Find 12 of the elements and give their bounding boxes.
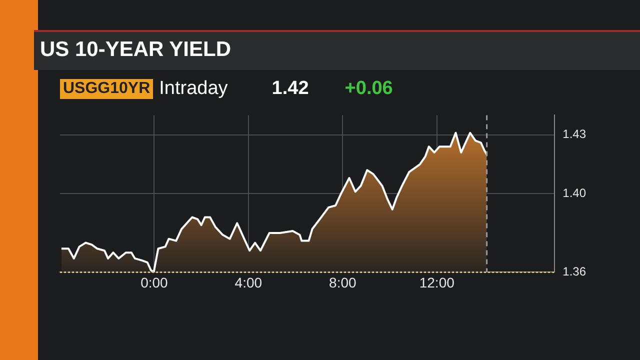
chart-title: US 10-YEAR YIELD: [40, 38, 231, 62]
y-tick-label: 1.43: [562, 127, 586, 142]
x-tick-label: 12:00: [419, 274, 455, 290]
y-tick-label: 1.40: [562, 186, 586, 200]
y-tick-label: 1.36: [562, 264, 586, 279]
x-tick-label: 4:00: [234, 274, 262, 290]
text: 1.42: [272, 78, 309, 100]
x-tick-label: 0:00: [140, 274, 168, 290]
text: USGG10YR: [60, 79, 154, 99]
text: +0.06: [344, 78, 393, 100]
x-tick-label: 8:00: [329, 274, 356, 290]
text: Intraday: [159, 78, 228, 100]
